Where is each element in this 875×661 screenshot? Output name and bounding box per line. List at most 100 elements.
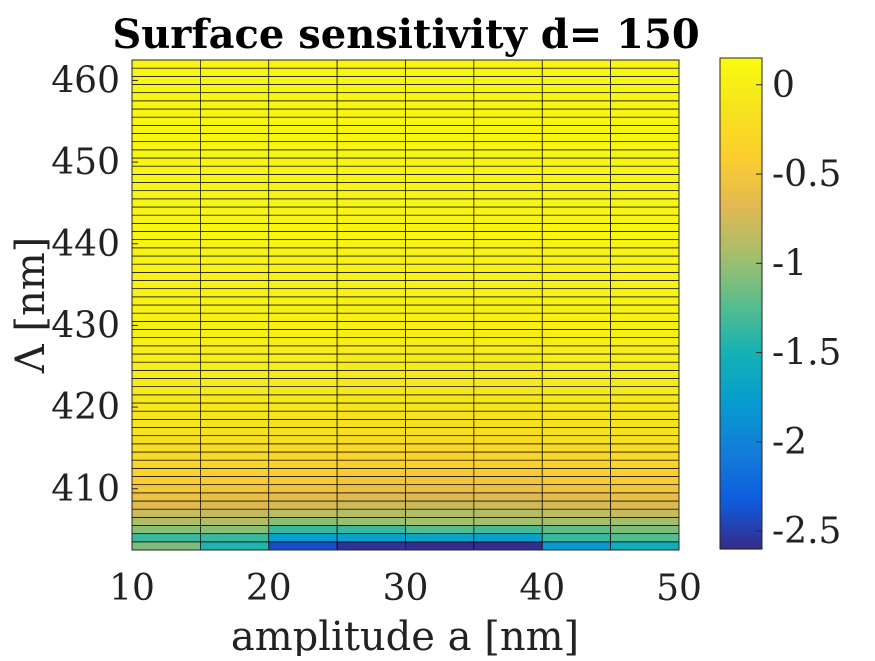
heatmap-cell	[200, 410, 270, 420]
heatmap-cell	[405, 239, 475, 249]
colorbar-segment	[720, 184, 762, 190]
heatmap-cell	[610, 541, 680, 551]
heatmap-cell	[541, 255, 611, 265]
heatmap-cell	[610, 500, 680, 510]
heatmap-cell	[610, 263, 680, 273]
colorbar-segment	[720, 88, 762, 94]
heatmap-cell	[268, 435, 338, 445]
colorbar-segment	[720, 437, 762, 443]
colorbar-segment	[720, 403, 762, 408]
heatmap-cell	[336, 108, 406, 118]
heatmap-cell	[473, 247, 543, 257]
heatmap-cell	[541, 157, 611, 167]
colorbar-segment	[720, 150, 762, 155]
heatmap-cell	[473, 157, 543, 167]
heatmap-cell	[200, 84, 270, 94]
heatmap-cell	[610, 312, 680, 322]
heatmap-cell	[610, 116, 680, 126]
heatmap-cell	[473, 263, 543, 273]
y-tick-label: 450	[51, 142, 120, 183]
heatmap-cell	[268, 508, 338, 518]
heatmap-cell	[405, 525, 475, 535]
heatmap-cell	[473, 190, 543, 200]
heatmap-cell	[131, 320, 201, 330]
heatmap-cell	[131, 280, 201, 290]
heatmap-cell	[405, 149, 475, 159]
heatmap-cell	[405, 173, 475, 183]
heatmap-cell	[336, 116, 406, 126]
colorbar-segment	[720, 391, 762, 397]
heatmap-cell	[131, 508, 201, 518]
heatmap-cell	[336, 288, 406, 298]
heatmap-cell	[200, 304, 270, 314]
heatmap-cell	[473, 149, 543, 159]
heatmap-cell	[405, 271, 475, 281]
heatmap-cell	[200, 288, 270, 298]
colorbar-segment	[720, 276, 762, 282]
heatmap-cell	[336, 124, 406, 134]
heatmap-cell	[336, 361, 406, 371]
heatmap-cell	[200, 255, 270, 265]
heatmap-cell	[131, 378, 201, 388]
heatmap-cell	[336, 239, 406, 249]
heatmap-cell	[541, 320, 611, 330]
heatmap-cell	[405, 337, 475, 347]
heatmap-cell	[131, 329, 201, 339]
colorbar-segment	[720, 426, 762, 431]
colorbar-segment	[720, 334, 762, 339]
heatmap-cell	[268, 386, 338, 396]
heatmap-cell	[473, 329, 543, 339]
colorbar-segment	[720, 61, 762, 67]
heatmap-cell	[610, 231, 680, 241]
heatmap-cell	[268, 541, 338, 551]
heatmap-cell	[473, 141, 543, 151]
colorbar-segment	[720, 199, 762, 205]
heatmap-cell	[336, 320, 406, 330]
heatmap-cell	[541, 533, 611, 543]
colorbar-segment	[720, 545, 762, 550]
heatmap-cell	[405, 320, 475, 330]
heatmap-cell	[336, 214, 406, 224]
heatmap-cell	[610, 467, 680, 477]
colorbar-segment	[720, 322, 762, 328]
heatmap-cell	[131, 59, 201, 69]
heatmap-cell	[405, 533, 475, 543]
x-axis-label: amplitude a [nm]	[231, 614, 579, 656]
heatmap-cell	[200, 92, 270, 102]
x-tick-label: 10	[109, 568, 155, 609]
colorbar-segment	[720, 161, 762, 167]
heatmap-cell	[473, 508, 543, 518]
colorbar-segment	[720, 69, 762, 74]
heatmap-cell	[473, 222, 543, 232]
heatmap-cell	[336, 263, 406, 273]
heatmap-cell	[541, 361, 611, 371]
heatmap-cell	[405, 157, 475, 167]
colorbar-segment	[720, 364, 762, 370]
heatmap-cell	[200, 459, 270, 469]
heatmap-cell	[473, 231, 543, 241]
colorbar-segment	[720, 211, 762, 216]
heatmap-cell	[473, 369, 543, 379]
heatmap-cell	[473, 337, 543, 347]
colorbar-segment	[720, 387, 762, 393]
colorbar-segment	[720, 134, 762, 140]
heatmap-cell	[473, 75, 543, 85]
colorbar-segment	[720, 430, 762, 435]
heatmap-cell	[336, 304, 406, 314]
heatmap-cell	[405, 386, 475, 396]
colorbar-tick-labels: 0 -0.5 -1 -1.5 -2 -2.5	[756, 65, 841, 552]
colorbar-segment	[720, 522, 762, 527]
heatmap-cell	[268, 116, 338, 126]
heatmap-cell	[268, 361, 338, 371]
heatmap-cell	[541, 247, 611, 257]
heatmap-cell	[405, 394, 475, 404]
heatmap-cell	[200, 182, 270, 192]
heatmap-cell	[610, 59, 680, 69]
heatmap-cell	[473, 239, 543, 249]
heatmap-cell	[200, 378, 270, 388]
heatmap-cell	[405, 198, 475, 208]
colorbar-segment	[720, 338, 762, 343]
heatmap-cell	[610, 84, 680, 94]
heatmap-cell	[336, 271, 406, 281]
heatmap-cell	[336, 369, 406, 379]
